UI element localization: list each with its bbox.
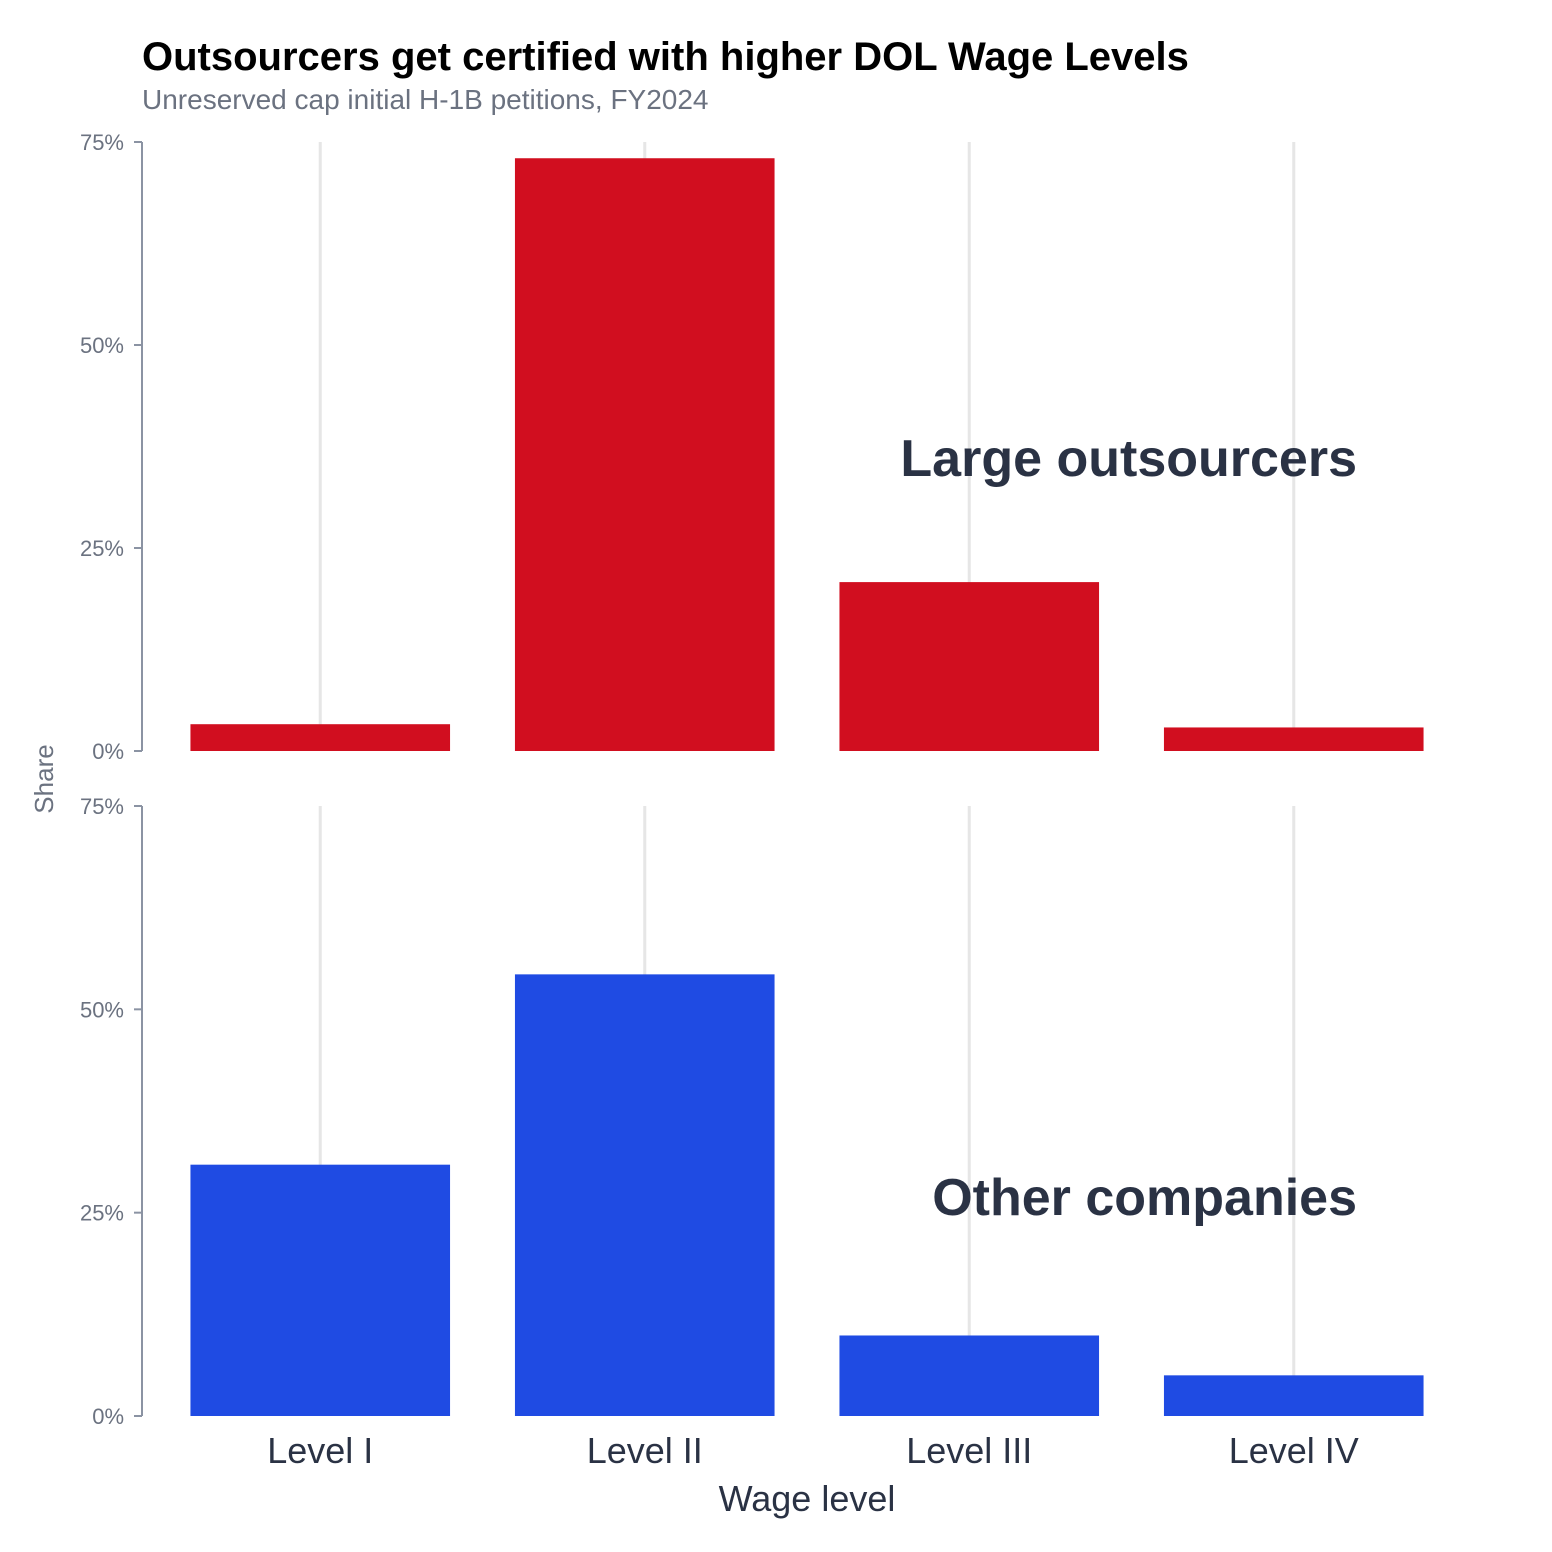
panel-label: Other companies [932, 1169, 1357, 1227]
bar-outsourcers-2 [514, 158, 775, 752]
x-axis-title: Wage level [719, 1478, 896, 1519]
bar-outsourcers-1 [190, 724, 451, 751]
y-tick-label: 75% [80, 794, 124, 819]
gridlines [318, 142, 1296, 1416]
bar-outsourcers-4 [1163, 727, 1424, 751]
y-tick-label: 25% [80, 1201, 124, 1226]
y-tick-label: 50% [80, 997, 124, 1022]
chart-title: Outsourcers get certified with higher DO… [142, 35, 1189, 79]
bars [190, 158, 1424, 1416]
bar-other-2 [514, 974, 775, 1416]
y-axis-title: Share [29, 744, 59, 813]
y-tick-label: 25% [80, 536, 124, 561]
bar-other-1 [190, 1164, 451, 1416]
bar-other-3 [839, 1335, 1100, 1416]
x-tick-label: Level I [267, 1430, 373, 1471]
axes [134, 141, 143, 1417]
y-tick-label: 50% [80, 333, 124, 358]
labels: 0% 25% 50% 75% Large outsourcers 0% 25% 50% 75% O… [29, 130, 1359, 1519]
x-tick-label: Level III [906, 1430, 1032, 1471]
panel-label: Large outsourcers [900, 430, 1357, 488]
x-tick-label: Level IV [1229, 1430, 1359, 1471]
bar-outsourcers-3 [839, 582, 1100, 751]
y-tick-label: 75% [80, 130, 124, 155]
bar-other-4 [1163, 1375, 1424, 1416]
y-tick-label: 0% [92, 1404, 124, 1429]
chart-subtitle: Unreserved cap initial H-1B petitions, F… [142, 84, 709, 115]
x-tick-label: Level II [587, 1430, 703, 1471]
y-tick-label: 0% [92, 739, 124, 764]
